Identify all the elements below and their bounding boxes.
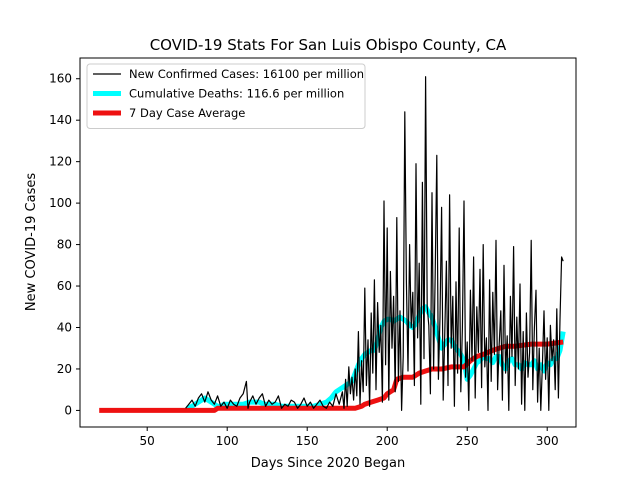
x-tick-label: 50 <box>140 434 155 448</box>
legend-label-2: Cumulative Deaths: 116.6 per million <box>129 87 344 101</box>
y-axis-label: New COVID-19 Cases <box>24 173 39 311</box>
plot-area <box>99 76 566 413</box>
x-tick-label: 250 <box>456 434 479 448</box>
x-tick-label: 150 <box>296 434 319 448</box>
plot-frame <box>79 57 577 428</box>
x-tick-label: 300 <box>536 434 559 448</box>
y-tick-label: 60 <box>57 279 72 293</box>
chart-title: COVID-19 Stats For San Luis Obispo Count… <box>150 36 507 54</box>
legend-label-3: 7 Day Case Average <box>129 106 245 120</box>
series-line-1 <box>185 76 564 411</box>
x-tick-label: 100 <box>216 434 239 448</box>
y-tick-label: 160 <box>49 72 72 86</box>
axes: 50 100 150 200 250 300 0 20 40 60 80 100 120 140 160 <box>49 57 577 448</box>
x-axis-label: Days Since 2020 Began <box>251 456 406 471</box>
y-tick-label: 80 <box>57 238 72 252</box>
y-tick-label: 40 <box>57 320 72 334</box>
legend-label-1: New Confirmed Cases: 16100 per million <box>129 67 364 81</box>
legend: New Confirmed Cases: 16100 per million Cu… <box>86 63 366 129</box>
x-tick-label: 200 <box>376 434 399 448</box>
y-tick-label: 20 <box>57 362 72 376</box>
y-tick-label: 0 <box>64 403 72 417</box>
legend-box <box>86 63 366 129</box>
y-tick-label: 100 <box>49 196 72 210</box>
y-tick-label: 140 <box>49 113 72 127</box>
y-tick-label: 120 <box>49 155 72 169</box>
